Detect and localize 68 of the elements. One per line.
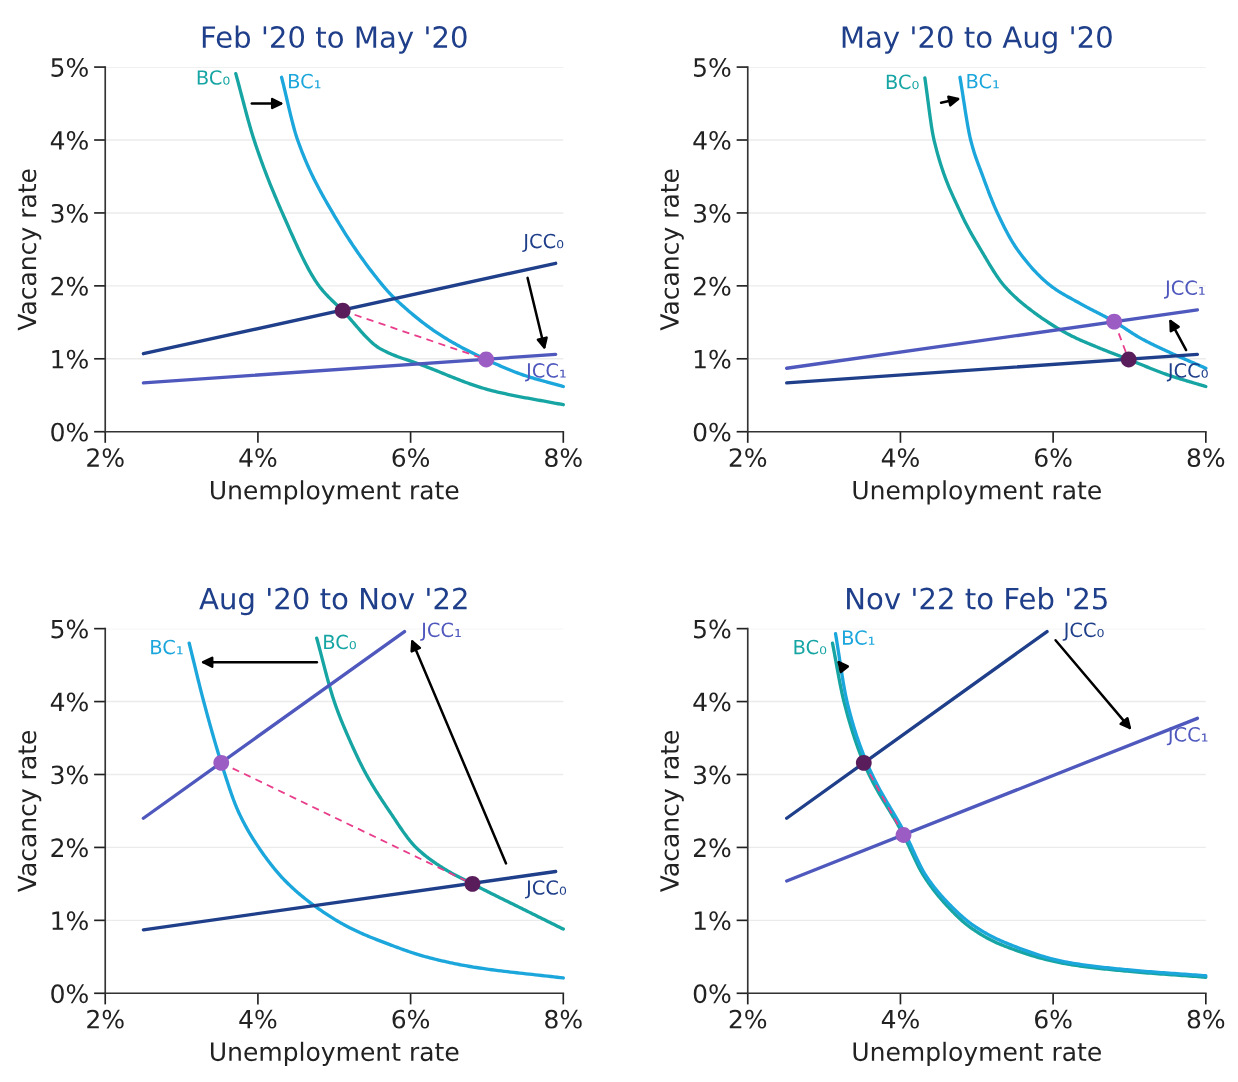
y-axis-title: Vacancy rate bbox=[17, 169, 42, 331]
x-tick-label: 8% bbox=[1187, 1009, 1225, 1029]
y-tick-label: 2% bbox=[51, 838, 88, 858]
x-tick-label: 6% bbox=[392, 1009, 430, 1029]
y-tick-label: 3% bbox=[694, 765, 731, 785]
x-axis-title: Unemployment rate bbox=[210, 480, 459, 505]
y-tick-label: 1% bbox=[52, 349, 88, 369]
y-tick-label: 0% bbox=[51, 422, 88, 442]
y-tick-label: 5% bbox=[694, 619, 731, 639]
series-label: JCC₀ bbox=[522, 233, 564, 252]
x-tick-label: 6% bbox=[1035, 448, 1072, 468]
y-tick-label: 2% bbox=[51, 276, 88, 296]
series-label: BC₀ bbox=[886, 74, 919, 90]
series-label: BC₁ bbox=[151, 639, 183, 655]
x-tick-label: 4% bbox=[239, 448, 277, 468]
series-label: BC₀ bbox=[794, 639, 827, 655]
chart-title: Nov '22 to Feb '25 bbox=[847, 587, 1107, 610]
y-tick-label: 0% bbox=[693, 422, 731, 442]
series-label: JCC₁ bbox=[525, 363, 566, 382]
x-tick-label: 8% bbox=[545, 448, 582, 468]
series-label: BC₁ bbox=[967, 73, 999, 89]
x-tick-label: 4% bbox=[881, 448, 919, 468]
series-label: JCC₀ bbox=[1062, 622, 1104, 641]
x-tick-label: 2% bbox=[729, 448, 767, 468]
y-tick-label: 5% bbox=[51, 58, 88, 77]
y-axis-title: Vacancy rate bbox=[660, 730, 684, 893]
y-tick-label: 3% bbox=[51, 203, 88, 223]
series-label: BC₁ bbox=[843, 630, 875, 645]
chart-title: May '20 to Aug '20 bbox=[842, 25, 1112, 54]
y-tick-label: 5% bbox=[51, 619, 88, 639]
y-tick-label: 4% bbox=[50, 692, 88, 712]
x-tick-label: 6% bbox=[392, 448, 430, 468]
y-tick-label: 1% bbox=[694, 911, 731, 931]
y-tick-label: 3% bbox=[51, 765, 88, 785]
series-label: JCC₁ bbox=[1164, 280, 1205, 299]
y-axis-title: Vacancy rate bbox=[17, 730, 42, 893]
y-tick-label: 0% bbox=[693, 984, 731, 1004]
x-tick-label: 6% bbox=[1035, 1009, 1072, 1029]
x-tick-label: 4% bbox=[239, 1009, 277, 1029]
chart-title: Aug '20 to Nov '22 bbox=[199, 587, 467, 616]
chart-title: Feb '20 to May '20 bbox=[202, 25, 467, 54]
x-tick-label: 8% bbox=[545, 1009, 582, 1029]
x-tick-label: 2% bbox=[729, 1009, 767, 1029]
series-label: BC₀ bbox=[324, 634, 356, 650]
y-tick-label: 4% bbox=[693, 130, 731, 150]
x-tick-label: 4% bbox=[881, 1009, 919, 1029]
y-tick-label: 5% bbox=[694, 58, 731, 77]
series-label: JCC₁ bbox=[420, 622, 461, 641]
x-axis-title: Unemployment rate bbox=[853, 1041, 1101, 1066]
x-tick-label: 8% bbox=[1187, 448, 1225, 468]
series-label: JCC₀ bbox=[1166, 363, 1208, 382]
series-label: JCC₁ bbox=[1166, 727, 1208, 746]
x-tick-label: 2% bbox=[87, 448, 124, 468]
y-tick-label: 4% bbox=[50, 130, 88, 150]
series-label: JCC₀ bbox=[525, 880, 567, 899]
x-tick-label: 2% bbox=[87, 1009, 124, 1029]
y-axis-title: Vacancy rate bbox=[660, 169, 684, 331]
y-tick-label: 0% bbox=[51, 984, 88, 1004]
series-label: BC₁ bbox=[289, 73, 321, 89]
y-tick-label: 3% bbox=[694, 203, 731, 223]
y-tick-label: 4% bbox=[693, 692, 731, 712]
x-axis-title: Unemployment rate bbox=[853, 480, 1101, 505]
series-label: BC₀ bbox=[197, 70, 230, 85]
y-tick-label: 1% bbox=[52, 911, 88, 931]
x-axis-title: Unemployment rate bbox=[210, 1041, 459, 1066]
y-tick-label: 2% bbox=[693, 838, 731, 858]
y-tick-label: 1% bbox=[694, 349, 731, 369]
y-tick-label: 2% bbox=[693, 276, 731, 296]
